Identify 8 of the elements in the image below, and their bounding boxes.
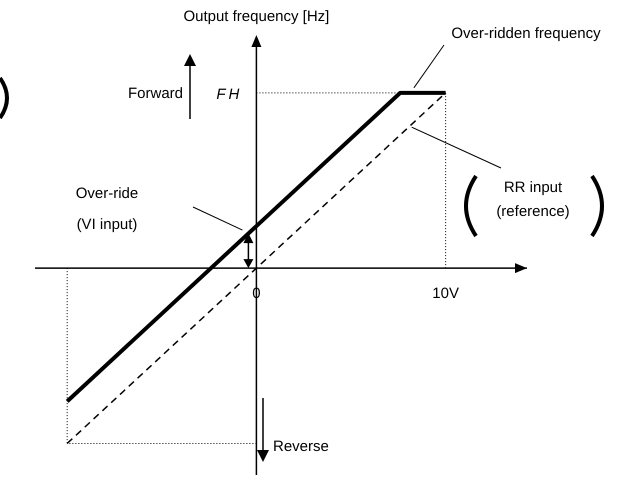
annotation: RR input (reference) — [496, 179, 570, 220]
annotation: Reverse — [273, 438, 329, 455]
text: Over-ridden frequency — [451, 25, 602, 42]
y-axis-title: Output frequency [Hz] — [183, 8, 330, 25]
ref-line-label: FH — [216, 86, 242, 103]
x-tick-label: 10V — [432, 285, 459, 302]
annotation: Forward — [128, 85, 183, 102]
annotation: Over-ride (VI input) — [76, 185, 138, 233]
